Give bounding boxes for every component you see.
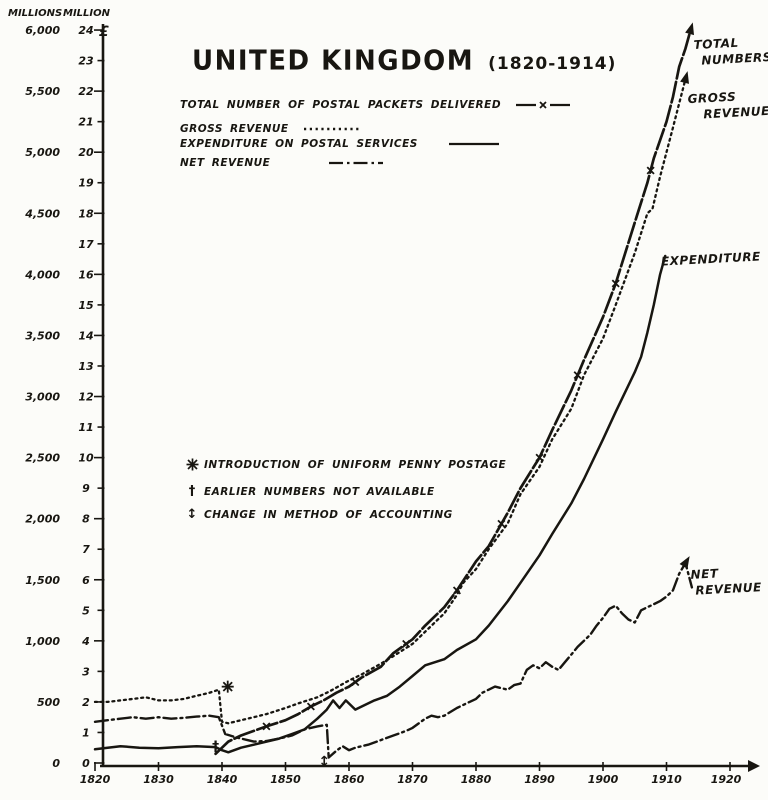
page-title: UNITED KINGDOM (1820-1914) [192, 45, 617, 77]
penny-postage-asterisk-icon [221, 680, 234, 693]
series-line-expenditure [93, 254, 667, 754]
annotation-numbers-not-available-text: EARLIER NUMBERS NOT AVAILABLE [204, 485, 435, 498]
x-tick-label-year: 1880 [461, 773, 492, 786]
numbers-not-available-dagger-icon: † [212, 739, 219, 755]
x-tick-label-year: 1830 [143, 773, 174, 786]
line-end-arrowhead [680, 71, 689, 84]
line-end-arrowhead [679, 556, 690, 569]
x-tick-label-year: 1900 [588, 773, 619, 786]
line-end-arrowhead [685, 22, 694, 36]
y-tick-label-millions: 5,500 [25, 85, 60, 98]
y-tick-label-million-pounds: 20 [78, 146, 94, 159]
legend-label-net-revenue: NET REVENUE [180, 157, 271, 169]
axes [94, 24, 760, 772]
y-tick-label-million-pounds: 6 [82, 574, 90, 587]
x-tick-label-year: 1820 [80, 773, 111, 786]
legend-sample-solid-line [448, 142, 499, 146]
y-tick-label-millions: 3,000 [25, 391, 60, 404]
y-tick-label-millions: 4,500 [24, 207, 60, 220]
right-axis-header: MILLION [63, 8, 111, 19]
x-axis-arrowhead [748, 760, 760, 772]
y-tick-label-million-pounds: 1 [82, 726, 90, 739]
annotation-numbers-not-available: † EARLIER NUMBERS NOT AVAILABLE [184, 484, 435, 499]
y-tick-label-million-pounds: 17 [78, 238, 94, 251]
y-tick-label-million-pounds: 21 [78, 116, 93, 129]
y-tick-label-million-pounds: 18 [78, 207, 94, 220]
y-tick-label-million-pounds: 13 [78, 360, 94, 373]
legend-label-total-numbers: TOTAL NUMBER OF POSTAL PACKETS DELIVERED [180, 99, 502, 111]
y-tick-label-million-pounds: 15 [78, 299, 94, 312]
y-tick-label-million-pounds: 14 [78, 329, 93, 342]
x-tick-label-year: 1890 [524, 773, 555, 786]
series-label-gross-revenue: GROSS REVENUE [687, 89, 768, 121]
x-tick-label-year: 1920 [711, 773, 742, 786]
x-tick-label-year: 1870 [397, 773, 428, 786]
chart-title: UNITED KINGDOM [192, 45, 475, 77]
y-tick-label-millions: 500 [37, 696, 60, 709]
y-tick-label-million-pounds: 9 [82, 482, 90, 495]
y-tick-label-million-pounds: 8 [82, 513, 90, 526]
series-label-net-revenue: NET REVENUE [690, 566, 763, 598]
x-tick-label-year: 1910 [651, 773, 682, 786]
pound-sign-label: £ [99, 24, 109, 40]
y-tick-label-millions: 1,500 [25, 574, 60, 587]
chart-title-range: (1820-1914) [488, 54, 617, 74]
up-down-arrow-icon: ↕ [186, 507, 198, 522]
x-tick-label-year: 1850 [270, 773, 301, 786]
legend-sample-dotted-line [303, 127, 360, 131]
legend-sample-dash-x-line [516, 101, 571, 109]
dagger-icon: † [188, 484, 196, 499]
x-tick-label-year: 1840 [207, 773, 238, 786]
y-tick-label-million-pounds: 5 [82, 604, 90, 617]
y-tick-label-million-pounds: 22 [78, 85, 94, 98]
y-tick-label-million-pounds: 24 [78, 24, 93, 37]
y-tick-label-millions: 6,000 [25, 24, 60, 37]
annotation-penny-postage-text: INTRODUCTION OF UNIFORM PENNY POSTAGE [204, 458, 507, 471]
y-tick-label-millions: 5,000 [25, 146, 60, 159]
annotation-accounting-change-text: CHANGE IN METHOD OF ACCOUNTING [204, 508, 453, 521]
y-tick-label-million-pounds: 23 [78, 55, 94, 68]
series-line-net-revenue [93, 561, 694, 759]
legend-label-expenditure: EXPENDITURE ON POSTAL SERVICES [180, 138, 418, 150]
y-tick-label-millions: 1,000 [25, 635, 60, 648]
y-tick-label-millions: 2,500 [25, 452, 60, 465]
y-tick-label-million-pounds: 4 [81, 635, 90, 648]
y-tick-label-million-pounds: 2 [82, 696, 90, 709]
legend-row-total-numbers: TOTAL NUMBER OF POSTAL PACKETS DELIVERED [180, 99, 571, 111]
y-tick-label-millions: 3,500 [25, 329, 60, 342]
series-label-total-numbers: TOTAL NUMBERS [693, 35, 768, 68]
total-numbers-x-markers [262, 166, 655, 731]
accounting-change-arrow-icon: ↕ [318, 754, 330, 770]
left-axis-header: MILLIONS [8, 8, 62, 19]
y-tick-label-millions: 2,000 [25, 513, 60, 526]
y-tick-label-million-pounds: 0 [82, 757, 90, 770]
y-tick-label-millions: 0 [52, 757, 60, 770]
legend-sample-dash-dot-line [329, 161, 384, 165]
asterisk-star-icon [184, 458, 200, 471]
legend-row-expenditure: EXPENDITURE ON POSTAL SERVICES [180, 138, 500, 150]
y-tick-label-million-pounds: 11 [78, 421, 93, 434]
y-tick-label-million-pounds: 12 [78, 391, 94, 404]
series-line-gross-revenue [93, 77, 687, 725]
y-tick-label-millions: 4,000 [24, 268, 60, 281]
x-tick-label-year: 1860 [334, 773, 365, 786]
annotation-penny-postage: INTRODUCTION OF UNIFORM PENNY POSTAGE [184, 458, 506, 471]
legend-row-gross-revenue: GROSS REVENUE [180, 123, 361, 135]
y-tick-label-million-pounds: 16 [78, 268, 94, 281]
legend-label-gross-revenue: GROSS REVENUE [180, 123, 289, 135]
annotation-accounting-change: ↕ CHANGE IN METHOD OF ACCOUNTING [184, 507, 453, 522]
y-tick-label-million-pounds: 7 [82, 543, 90, 556]
y-tick-label-million-pounds: 19 [78, 177, 94, 190]
y-tick-label-million-pounds: 3 [82, 665, 90, 678]
legend-row-net-revenue: NET REVENUE [180, 157, 384, 169]
y-tick-label-million-pounds: 10 [78, 452, 94, 465]
